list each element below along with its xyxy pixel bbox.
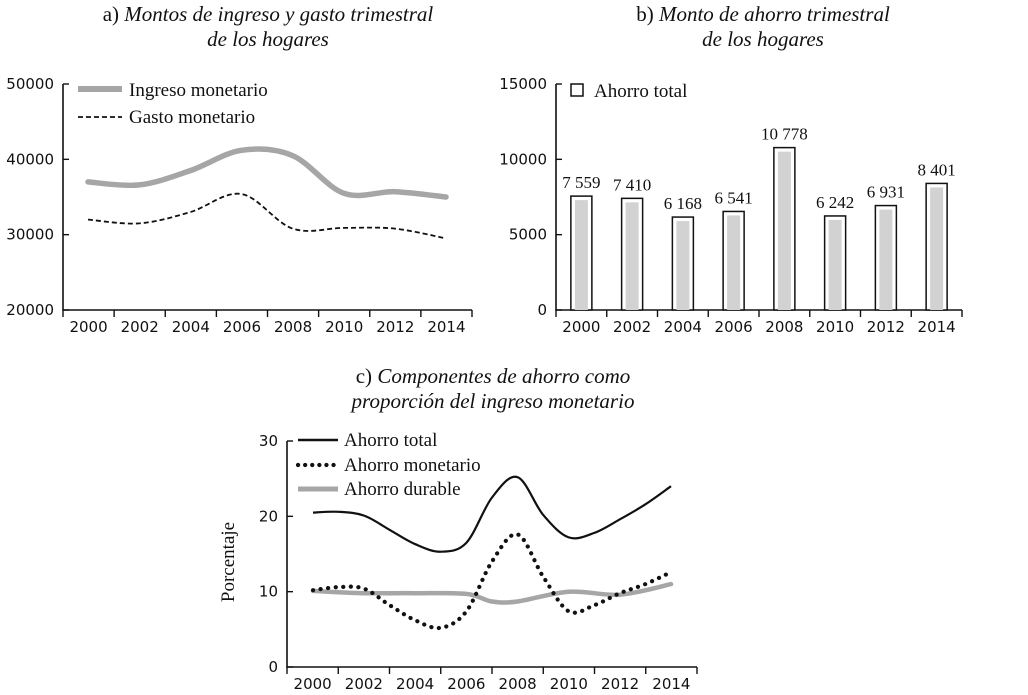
panel-c-ylabel: Porcentaje [218, 522, 239, 602]
bar-value-label: 6 541 [715, 188, 753, 207]
panel-c-xtick-label: 2002 [345, 675, 383, 693]
panel-b-ytick-label: 5000 [509, 226, 547, 244]
bar-fill [930, 187, 944, 310]
legend-label-ahorro-durable: Ahorro durable [344, 479, 461, 500]
panel-c-xtick-label: 2004 [396, 675, 434, 693]
bar-fill [676, 221, 690, 310]
legend-label-ingreso: Ingreso monetario [129, 80, 268, 101]
panel-c-xtick-label: 2010 [550, 675, 588, 693]
panel-b-ytick-label: 10000 [499, 150, 547, 168]
series-line-ahorro-total [312, 475, 672, 553]
bar-fill [879, 209, 893, 310]
panel-a-income-expense: a) Montos de ingreso y gasto trimestral … [6, 2, 473, 336]
panel-c-title-line-2: proporción del ingreso monetario [350, 389, 635, 413]
panel-c-xtick-label: 2000 [294, 675, 332, 693]
panel-c-title-text: Componentes de ahorro como [377, 364, 630, 388]
series-line-gasto-monetario [87, 192, 447, 240]
panel-c-ytick-label: 0 [268, 658, 278, 676]
panel-a-title-text: Montos de ingreso y gasto trimestral [123, 2, 433, 26]
panel-b-title-prefix: b) [636, 2, 654, 26]
panel-c-title-prefix: c) [356, 364, 372, 388]
legend-label-ahorro-total: Ahorro total [594, 81, 687, 102]
panel-a-axes [62, 84, 472, 311]
legend-label-ahorro-monetario: Ahorro monetario [344, 455, 481, 476]
panel-b-xtick-label: 2002 [613, 318, 651, 336]
bar-fill [574, 200, 588, 310]
panel-c-ytick-label: 20 [259, 507, 278, 525]
panel-b-xtick-label: 2004 [664, 318, 702, 336]
bar-value-label: 6 242 [816, 193, 854, 212]
bar-value-label: 6 168 [664, 194, 702, 213]
series-line-ahorro-monetario [310, 532, 674, 631]
panel-b-xtick-label: 2010 [816, 318, 854, 336]
bar-value-label: 7 559 [562, 173, 600, 192]
panel-b-legend: Ahorro total [570, 81, 687, 102]
panel-c-legend: Ahorro total Ahorro monetario Ahorro dur… [295, 430, 481, 500]
panel-a-xtick-label: 2010 [325, 318, 363, 336]
panel-a-title-prefix: a) [103, 2, 119, 26]
panel-a-ytick-label: 30000 [6, 226, 54, 244]
panel-b-xtick-label: 2012 [867, 318, 905, 336]
legend-label-ahorro-total-line: Ahorro total [344, 430, 437, 451]
panel-a-ytick-label: 20000 [6, 301, 54, 319]
legend-swatch-ahorro-total [570, 83, 584, 97]
panel-c-ytick-label: 30 [259, 432, 278, 450]
panel-c-ytick-label: 10 [259, 583, 278, 601]
panel-a-xtick-label: 2006 [223, 318, 261, 336]
panel-c-xtick-label: 2006 [447, 675, 485, 693]
panel-b-title-line-2: de los hogares [702, 27, 824, 51]
series-line-ingreso-monetario [85, 146, 449, 200]
bar-value-label: 8 401 [918, 160, 956, 179]
panel-a-xtick-label: 2000 [69, 318, 107, 336]
panel-b-savings-bars: b) Monto de ahorro trimestral de los hog… [499, 2, 963, 336]
series-line-ahorro-durable [310, 581, 674, 605]
panel-a-title-line-2: de los hogares [207, 27, 329, 51]
bar-fill [828, 219, 842, 310]
panel-a-ytick-label: 50000 [6, 75, 54, 93]
panel-b-ytick-label: 15000 [499, 75, 547, 93]
panel-b-xtick-label: 2014 [918, 318, 956, 336]
bar-value-label: 7 410 [613, 175, 651, 194]
panel-b-ytick-label: 0 [537, 301, 547, 319]
panel-c-savings-components: c) Componentes de ahorro como proporción… [218, 364, 698, 693]
legend-label-gasto: Gasto monetario [129, 107, 255, 128]
panel-b-title-text: Monto de ahorro trimestral [658, 2, 890, 26]
panel-b-title-line-1: b) Monto de ahorro trimestral [636, 2, 890, 26]
bar-fill [777, 151, 791, 310]
bar-fill [625, 202, 639, 310]
panel-c-title-line-1: c) Componentes de ahorro como [356, 364, 631, 388]
panel-a-xtick-label: 2008 [274, 318, 312, 336]
panel-a-xtick-label: 2002 [121, 318, 159, 336]
panel-b-xtick-label: 2000 [562, 318, 600, 336]
panel-a-xtick-label: 2012 [376, 318, 414, 336]
panel-a-legend: Ingreso monetario Gasto monetario [78, 80, 268, 128]
panel-c-xtick-label: 2014 [652, 675, 690, 693]
bar-value-label: 10 778 [761, 125, 808, 144]
panel-a-ytick-label: 40000 [6, 150, 54, 168]
bar-value-label: 6 931 [867, 183, 905, 202]
panel-a-xtick-label: 2004 [172, 318, 210, 336]
panel-a-xtick-label: 2014 [427, 318, 465, 336]
panel-b-xtick-label: 2006 [715, 318, 753, 336]
panel-a-title-line-1: a) Montos de ingreso y gasto trimestral [103, 2, 434, 26]
panel-c-xtick-label: 2008 [499, 675, 537, 693]
panel-b-xtick-label: 2008 [765, 318, 803, 336]
panel-c-xtick-label: 2012 [601, 675, 639, 693]
bar-fill [727, 215, 741, 310]
